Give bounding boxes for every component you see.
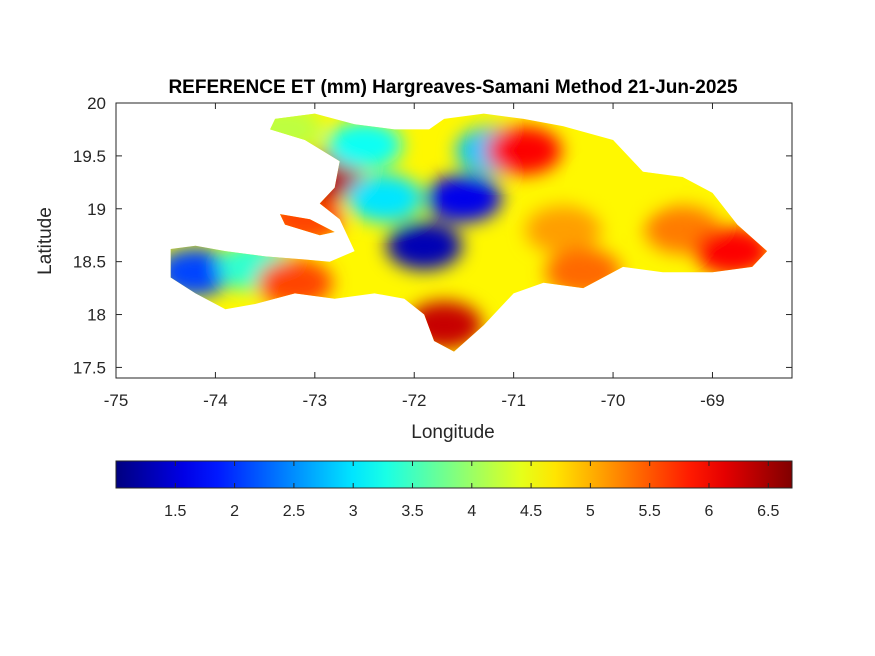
x-axis-title: Longitude: [411, 422, 494, 443]
y-tick-label: 20: [87, 94, 106, 113]
colorbar-tick-label: 6.5: [757, 503, 779, 520]
y-tick-label: 18.5: [73, 253, 106, 272]
colorbar-tick-label: 5: [586, 503, 595, 520]
x-tick-label: -71: [501, 391, 526, 410]
y-tick-label: 18: [87, 306, 106, 325]
colorbar-tick-label: 2.5: [283, 503, 305, 520]
heatmap-region-7: [346, 174, 423, 223]
heatmap-region-16: [694, 227, 768, 276]
x-tick-label: -73: [303, 391, 328, 410]
colorbar-tick-label: 4.5: [520, 503, 542, 520]
y-axis-title: Latitude: [35, 207, 56, 275]
heatmap-region-11: [485, 126, 562, 175]
colorbar-tick-label: 3.5: [401, 503, 423, 520]
plot-area: -75 -74 -73 -72 -71 -70 -69 17.5 18 18.5 19 19.5 20: [73, 94, 793, 410]
colorbar-tick-label: 4: [467, 503, 476, 520]
heatmap-region-8: [386, 221, 463, 270]
x-axis: -75 -74 -73 -72 -71 -70 -69: [104, 103, 725, 410]
x-tick-label: -74: [203, 391, 228, 410]
plot-border: [115, 102, 793, 379]
heatmap-region-9: [425, 174, 502, 223]
y-tick-label: 17.5: [73, 358, 106, 377]
colorbar-tick-label: 2: [230, 503, 239, 520]
colorbar: 1.5 2 2.5 3 3.5 4 4.5 5 5.5 6 6.5: [115, 460, 793, 520]
y-axis: 17.5 18 18.5 19 19.5 20: [73, 94, 792, 377]
heatmap-region-14: [585, 163, 661, 212]
x-tick-label: -75: [104, 391, 129, 410]
chart-title: REFERENCE ET (mm) Hargreaves-Samani Meth…: [168, 77, 738, 98]
colorbar-gradient: [115, 460, 793, 489]
heatmap-region-4: [326, 121, 403, 170]
x-tick-label: -70: [601, 391, 626, 410]
y-tick-label: 19: [87, 200, 106, 219]
colorbar-ticks: 1.5 2 2.5 3 3.5 4 4.5 5 5.5 6 6.5: [164, 461, 779, 520]
heatmap-region-2: [256, 258, 333, 307]
y-tick-label: 19.5: [73, 147, 106, 166]
colorbar-tick-label: 6: [705, 503, 714, 520]
x-tick-label: -72: [402, 391, 427, 410]
colorbar-tick-label: 5.5: [639, 503, 661, 520]
heatmap-region-13: [525, 205, 602, 254]
colorbar-tick-label: 1.5: [164, 503, 186, 520]
x-tick-label: -69: [700, 391, 725, 410]
colorbar-tick-label: 3: [349, 503, 358, 520]
